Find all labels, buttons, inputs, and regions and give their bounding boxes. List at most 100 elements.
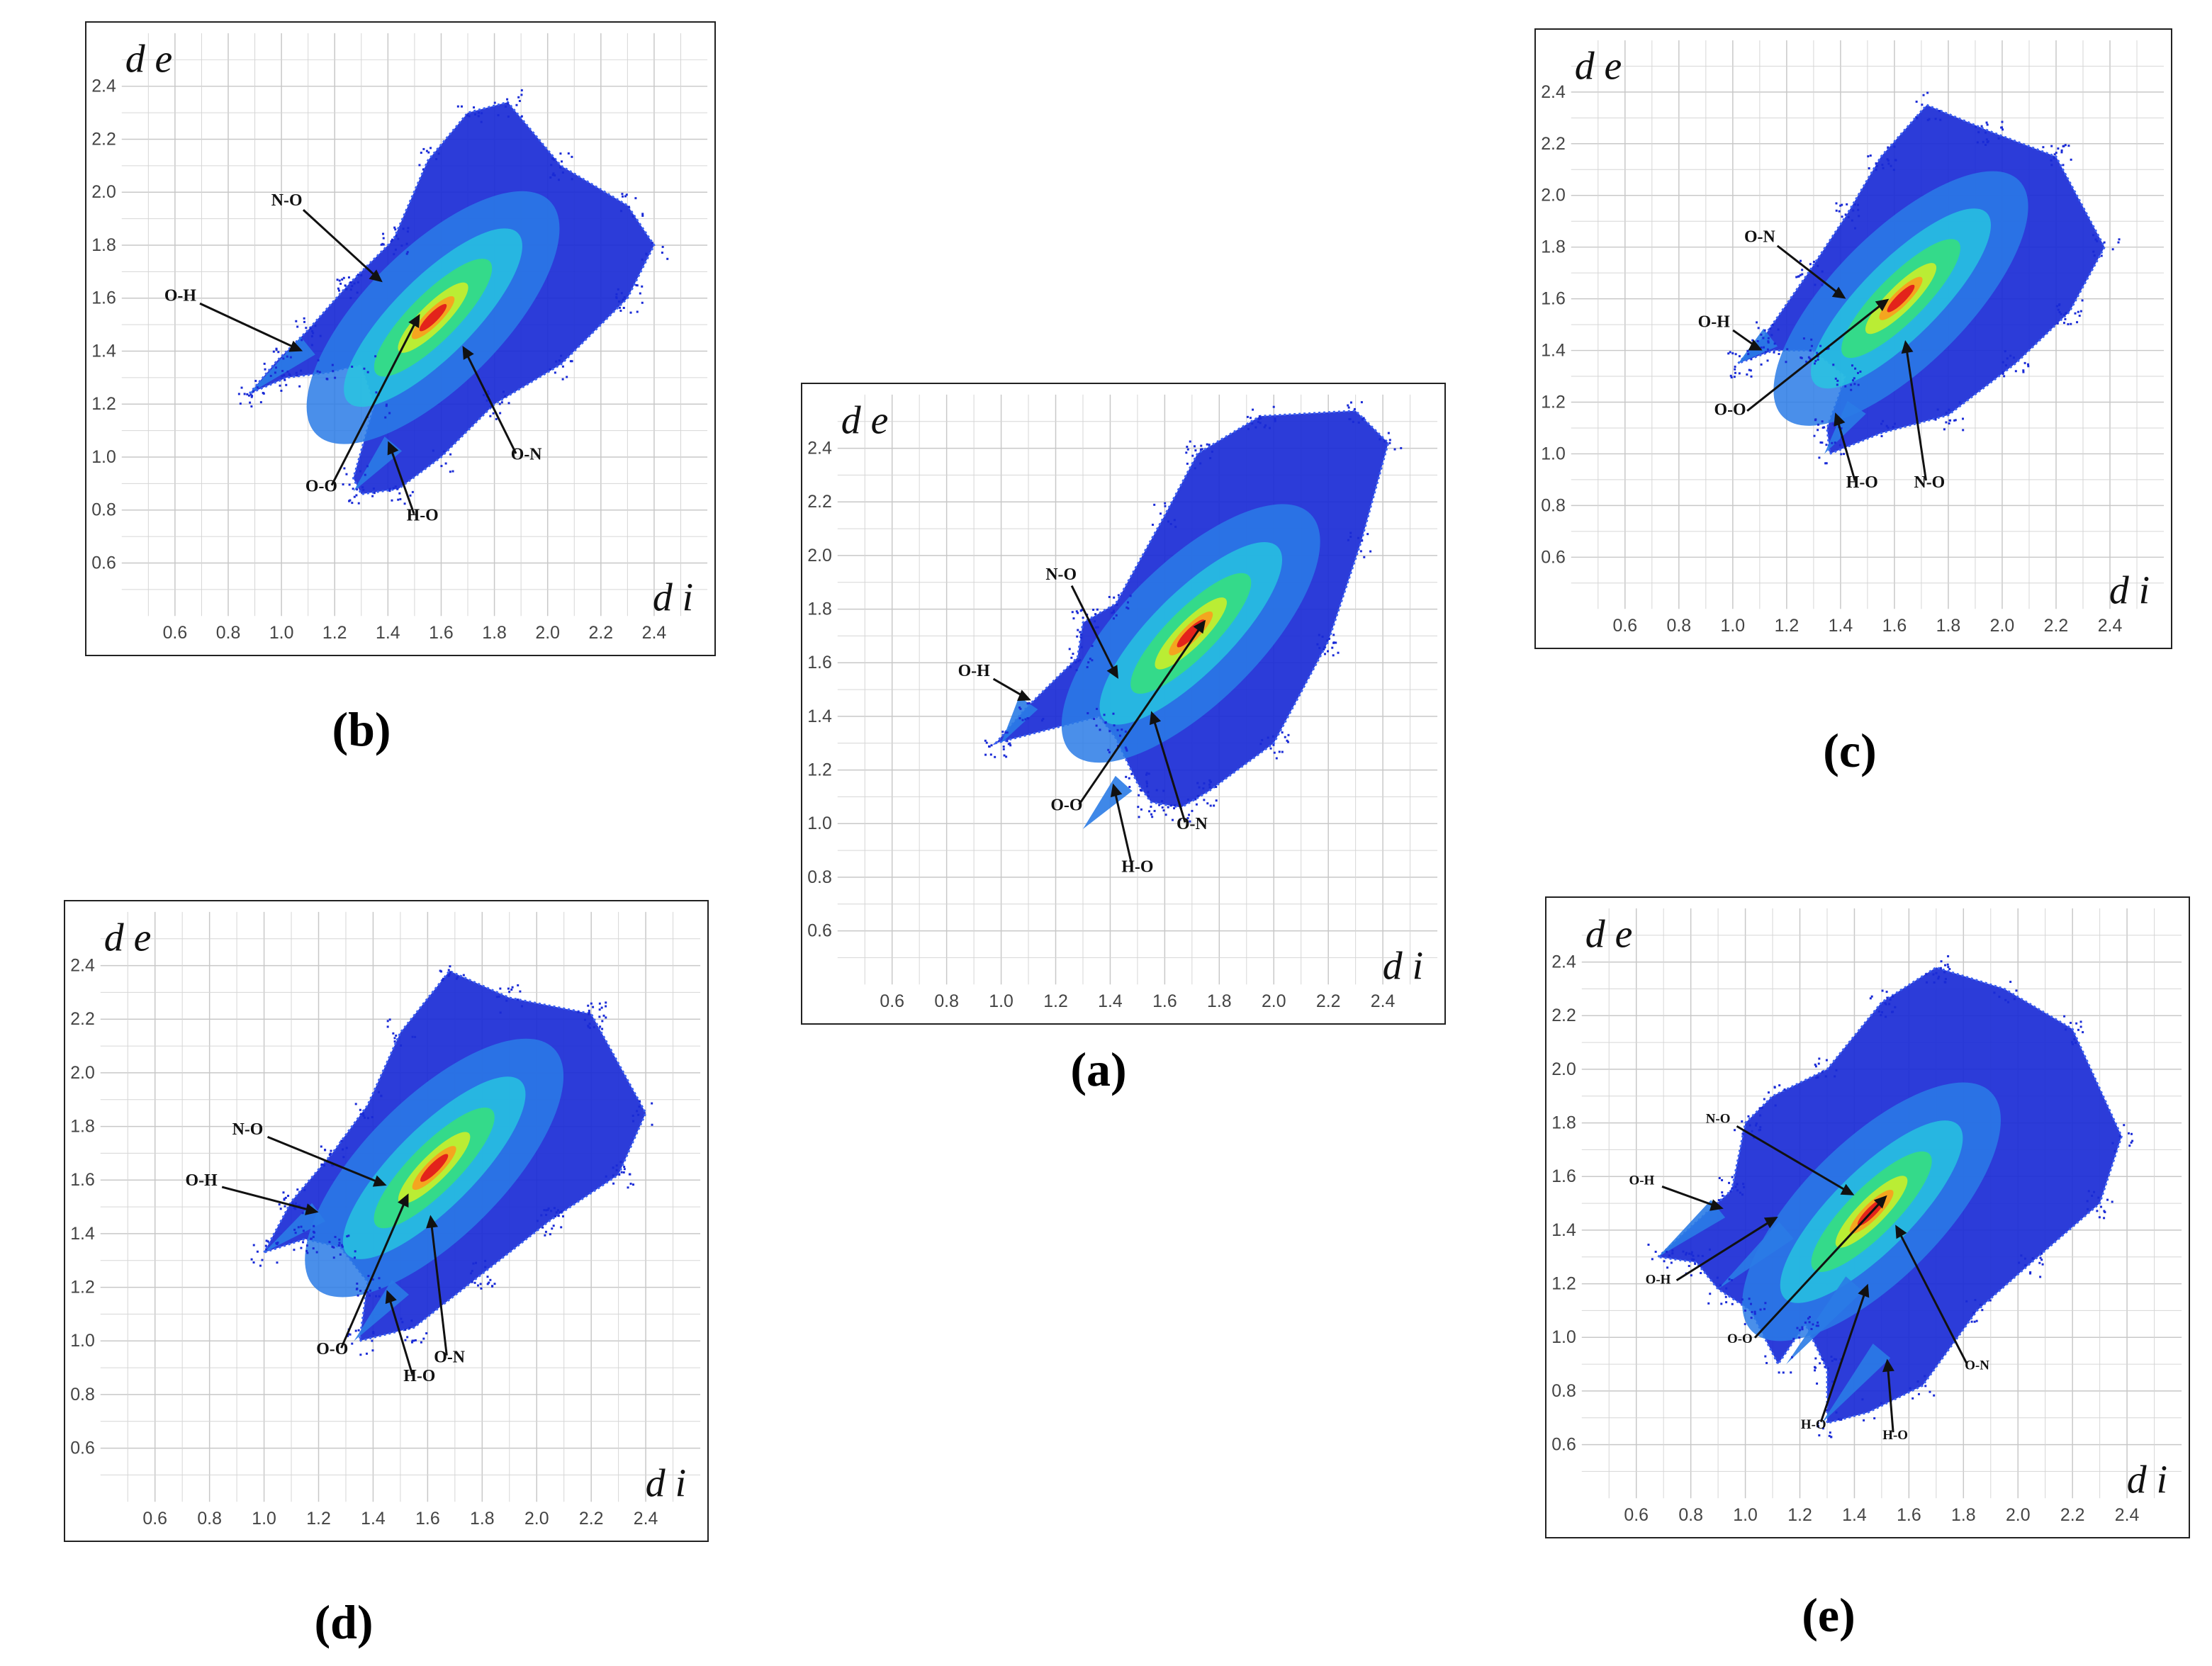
speckle	[462, 974, 465, 976]
x-tick-label: 2.4	[642, 623, 667, 643]
speckle	[1758, 1129, 1761, 1132]
speckle	[2006, 357, 2009, 360]
speckle	[1887, 146, 1890, 149]
y-tick-label: 1.0	[807, 814, 832, 833]
x-tick-label: 0.8	[1667, 616, 1692, 636]
speckle	[1116, 604, 1118, 607]
x-tick-label: 1.8	[470, 1509, 495, 1529]
speckle	[605, 1005, 607, 1008]
speckle	[366, 465, 369, 468]
speckle	[1760, 346, 1763, 349]
speckle	[411, 1035, 414, 1038]
speckle	[1068, 648, 1071, 651]
speckle	[1817, 1324, 1819, 1327]
speckle	[1889, 998, 1892, 1001]
speckle	[276, 1242, 279, 1244]
speckle	[401, 1321, 404, 1324]
speckle	[623, 296, 626, 299]
y-tick-label: 2.0	[70, 1063, 95, 1083]
speckle	[1933, 981, 1936, 984]
annotation-arrowhead	[1150, 711, 1162, 726]
speckle	[651, 1123, 653, 1126]
speckle	[1783, 1088, 1786, 1091]
speckle	[1814, 283, 1817, 286]
speckle	[984, 753, 987, 756]
speckle	[398, 492, 401, 495]
speckle	[1709, 1293, 1712, 1295]
speckle	[1753, 1312, 1756, 1315]
speckle	[1753, 1137, 1756, 1139]
speckle	[1998, 996, 2001, 998]
speckle	[2070, 158, 2072, 161]
speckle	[1357, 536, 1359, 539]
speckle	[447, 969, 450, 972]
speckle	[1858, 215, 1860, 218]
speckle	[378, 1277, 381, 1280]
speckle	[1985, 121, 1988, 124]
y-tick-label: 2.2	[1541, 134, 1566, 154]
speckle	[1799, 274, 1802, 276]
speckle	[400, 1044, 403, 1047]
speckle	[1388, 439, 1391, 441]
speckle	[1819, 441, 1822, 444]
speckle	[1831, 441, 1834, 444]
speckle	[285, 383, 288, 386]
speckle	[471, 1281, 473, 1283]
speckle	[1121, 728, 1123, 731]
speckle	[560, 1226, 563, 1229]
speckle	[1810, 344, 1813, 347]
speckle	[629, 1173, 631, 1176]
speckle	[1145, 782, 1148, 785]
speckle	[515, 103, 518, 106]
speckle	[1734, 368, 1736, 371]
speckle	[1817, 358, 1819, 361]
speckle	[475, 1261, 477, 1264]
speckle	[251, 395, 254, 398]
speckle	[1972, 1312, 1975, 1315]
speckle	[2106, 1198, 2109, 1201]
annotation-arrow	[1835, 415, 1856, 481]
speckle	[641, 301, 644, 304]
speckle	[1185, 451, 1188, 454]
speckle	[506, 98, 509, 101]
annotation-arrowhead	[1831, 286, 1846, 299]
speckle	[504, 395, 507, 398]
speckle	[1922, 94, 1925, 96]
speckle	[554, 1215, 557, 1217]
y-tick-label: 1.8	[91, 235, 116, 255]
speckle	[587, 1004, 590, 1007]
speckle	[1323, 648, 1325, 651]
caption-b: (b)	[332, 702, 391, 756]
speckle	[349, 288, 352, 291]
speckle	[639, 1100, 641, 1103]
speckle	[1721, 1178, 1724, 1181]
speckle	[1825, 1059, 1828, 1062]
speckle	[562, 1215, 565, 1217]
speckle	[1194, 798, 1197, 801]
speckle	[1813, 434, 1816, 437]
speckle	[624, 195, 627, 198]
annotation-arrowhead	[305, 1203, 319, 1215]
speckle	[318, 371, 321, 373]
speckle	[1739, 1191, 1741, 1194]
speckle	[2007, 1001, 2009, 1003]
speckle	[1024, 718, 1027, 721]
speckle	[504, 105, 507, 108]
speckle	[313, 1225, 315, 1227]
speckle	[2113, 1149, 2116, 1152]
speckle	[1885, 1015, 1887, 1018]
speckle	[1247, 427, 1250, 430]
speckle	[557, 1215, 560, 1217]
speckle	[1258, 417, 1261, 420]
y-tick-label: 1.6	[807, 653, 832, 672]
annotation-arrowhead	[462, 345, 474, 360]
speckle	[397, 237, 400, 240]
speckle	[1750, 1317, 1753, 1319]
speckle	[2130, 1132, 2133, 1135]
speckle	[1850, 388, 1853, 391]
speckle	[278, 1203, 281, 1206]
speckle	[359, 1353, 362, 1356]
speckle	[369, 1289, 371, 1292]
speckle	[1778, 353, 1780, 356]
speckle	[620, 292, 623, 295]
